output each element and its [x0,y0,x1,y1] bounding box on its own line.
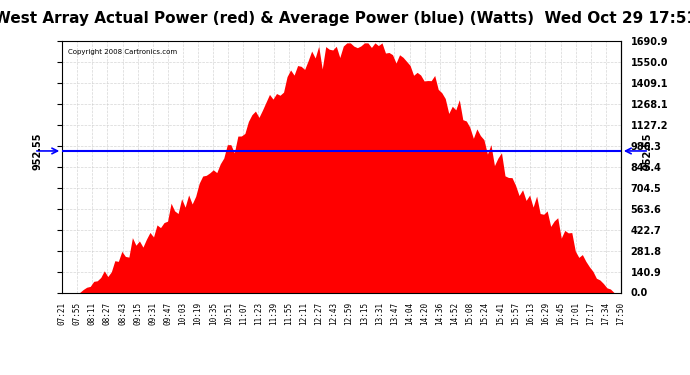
Text: 952.55: 952.55 [33,132,43,170]
Text: Copyright 2008 Cartronics.com: Copyright 2008 Cartronics.com [68,49,177,55]
Text: 952.55: 952.55 [642,132,652,170]
Text: West Array Actual Power (red) & Average Power (blue) (Watts)  Wed Oct 29 17:51: West Array Actual Power (red) & Average … [0,11,690,26]
